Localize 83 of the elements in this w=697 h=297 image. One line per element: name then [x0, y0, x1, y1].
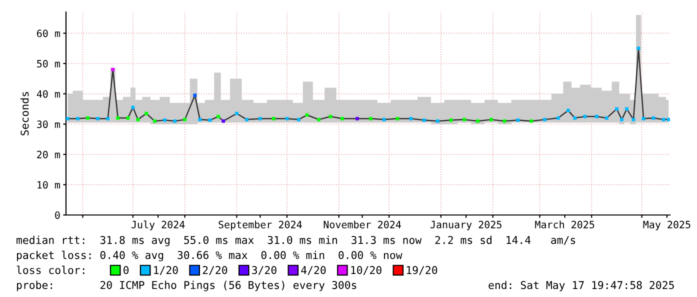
point — [66, 116, 70, 120]
point — [136, 118, 140, 122]
y-tick-label: 20 m — [37, 150, 60, 158]
point — [620, 118, 624, 122]
point — [285, 116, 289, 120]
point — [96, 116, 100, 120]
point — [396, 116, 400, 120]
point — [153, 119, 156, 123]
point — [642, 116, 646, 120]
x-tick-label: July 2024 — [132, 220, 185, 230]
y-tick-label: 10 m — [38, 181, 60, 189]
legend-label: 4/20 — [301, 266, 326, 275]
point — [356, 116, 359, 120]
point — [625, 107, 628, 111]
point — [173, 119, 177, 123]
point — [106, 116, 110, 120]
text: packet loss: 0.40 % avg 30.66 % max 0.00 % min 0.00 % now — [16, 250, 402, 262]
point — [462, 118, 466, 122]
x-tick-label: January 2025 — [430, 220, 502, 230]
point — [340, 116, 344, 120]
legend-label: 3/20 — [252, 266, 276, 275]
line-series — [67, 48, 670, 122]
legend-title: loss color: — [16, 266, 84, 274]
point — [556, 116, 560, 120]
x-tick-label: March 2025 — [535, 220, 594, 228]
point — [573, 116, 577, 120]
point — [131, 106, 135, 110]
point — [296, 118, 300, 122]
point — [636, 46, 640, 50]
y-tick-label: 40 m — [36, 90, 60, 98]
point — [543, 118, 546, 122]
legend-label: 19/20 — [406, 266, 438, 275]
point — [272, 116, 276, 120]
point — [368, 116, 372, 120]
point — [594, 114, 598, 118]
point — [516, 118, 520, 122]
y-tick-label: 60 m — [37, 30, 60, 38]
point — [566, 108, 570, 112]
point — [245, 118, 248, 122]
text: median rtt: 31.8 ms avg 55.0 ms max 31.0 ms min 31.3 ms now 2.2 ms sd 14.4 am/s — [16, 236, 576, 246]
point — [489, 118, 493, 122]
point — [662, 118, 666, 122]
y-tick-label: 30 m — [37, 120, 60, 128]
point — [382, 118, 386, 122]
point — [632, 118, 636, 122]
point — [198, 118, 202, 122]
y-axis-title: Seconds — [20, 92, 29, 136]
legend-label: 10/20 — [351, 266, 382, 275]
point — [222, 119, 226, 123]
text: probe: 20 ICMP Echo Pings (56 Bytes) every 300s — [16, 280, 356, 292]
point — [604, 116, 608, 120]
text: end: Sat May 17 19:47:58 2025 — [488, 280, 674, 292]
point — [163, 118, 166, 122]
x-tick-label: May 2025 — [643, 220, 690, 230]
point — [317, 118, 320, 122]
point — [652, 116, 656, 120]
point — [409, 116, 413, 120]
point — [502, 119, 506, 123]
point — [216, 114, 220, 118]
point — [436, 119, 440, 123]
legend-label: 0 — [124, 266, 129, 274]
point — [530, 119, 534, 123]
point — [76, 116, 80, 120]
point — [116, 116, 120, 120]
y-tick-label: 0 — [55, 211, 60, 219]
point — [422, 118, 426, 122]
point — [144, 112, 148, 116]
point — [86, 116, 90, 120]
point — [111, 68, 115, 72]
point — [476, 119, 480, 123]
point — [449, 118, 453, 122]
point — [583, 114, 587, 118]
point — [126, 116, 130, 120]
legend-label: 1/20 — [154, 266, 178, 275]
point — [666, 118, 670, 122]
point — [193, 94, 197, 98]
point — [258, 116, 262, 120]
x-tick-label: September 2024 — [218, 220, 302, 230]
x-tick-label: November 2024 — [324, 220, 401, 228]
point — [208, 118, 212, 122]
point — [615, 107, 618, 111]
y-tick-label: 50 m — [37, 60, 60, 68]
legend-label: 2/20 — [202, 266, 228, 275]
